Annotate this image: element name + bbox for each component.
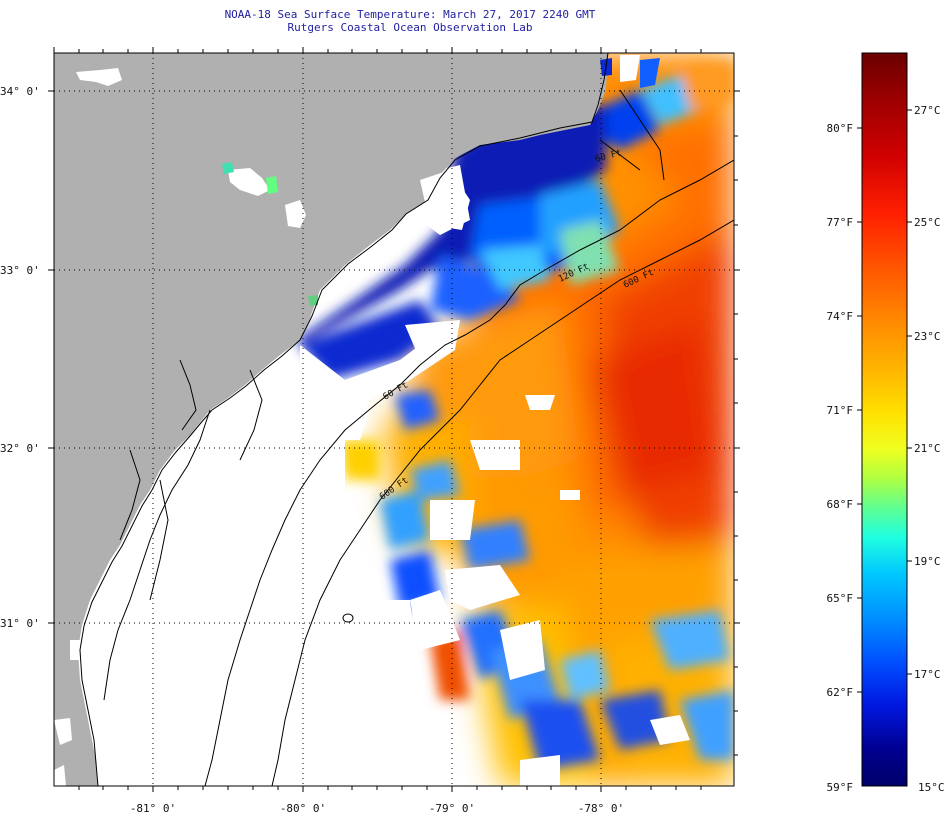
legend-c-19: 19°C: [914, 555, 941, 568]
legend-f-71: 71°F: [827, 404, 854, 417]
legend-f-59: 59°F: [827, 781, 854, 794]
map-panel: 120 Ft 600 Ft 60 Ft 600 Ft 60 Ft: [54, 53, 734, 786]
map-frame: [53, 52, 735, 787]
legend-f-68: 68°F: [827, 498, 854, 511]
latitude-labels: 34° 0' 33° 0' 32° 0' 31° 0': [0, 85, 40, 630]
lat-label-32: 32° 0': [0, 442, 40, 455]
temperature-legend: 80°F 77°F 74°F 71°F 68°F 65°F 62°F 59°F …: [827, 52, 944, 794]
legend-f-74: 74°F: [827, 310, 854, 323]
lon-label-80: -80° 0': [280, 802, 326, 815]
legend-c-27: 27°C: [914, 104, 941, 117]
lat-label-34: 34° 0': [0, 85, 40, 98]
legend-f-77: 77°F: [827, 216, 854, 229]
legend-c-17: 17°C: [914, 668, 941, 681]
coastline: [79, 53, 665, 786]
legend-f-65: 65°F: [827, 592, 854, 605]
axis-ticks: [48, 47, 740, 792]
longitude-labels: -81° 0' -80° 0' -79° 0' -78° 0': [130, 802, 624, 815]
land: [54, 53, 608, 786]
legend-f-62: 62°F: [827, 686, 854, 699]
legend-ticks: [857, 109, 912, 693]
lat-label-33: 33° 0': [0, 264, 40, 277]
legend-c-25: 25°C: [914, 216, 941, 229]
map-subtitle: Rutgers Coastal Ocean Observation Lab: [287, 21, 533, 34]
lon-label-79: -79° 0': [429, 802, 475, 815]
lon-label-78: -78° 0': [578, 802, 624, 815]
land-details: [54, 55, 660, 786]
lon-label-81: -81° 0': [130, 802, 176, 815]
legend-color-bar: [861, 52, 908, 787]
graticule: [54, 53, 734, 786]
lat-label-31: 31° 0': [0, 617, 40, 630]
legend-c-15: 15°C: [918, 781, 944, 794]
legend-f-80: 80°F: [827, 122, 854, 135]
map-title: NOAA-18 Sea Surface Temperature: March 2…: [224, 8, 596, 21]
legend-c-21: 21°C: [914, 442, 941, 455]
legend-c-23: 23°C: [914, 330, 941, 343]
sst-swath: [296, 53, 734, 786]
bathymetry-contours: [204, 159, 734, 786]
